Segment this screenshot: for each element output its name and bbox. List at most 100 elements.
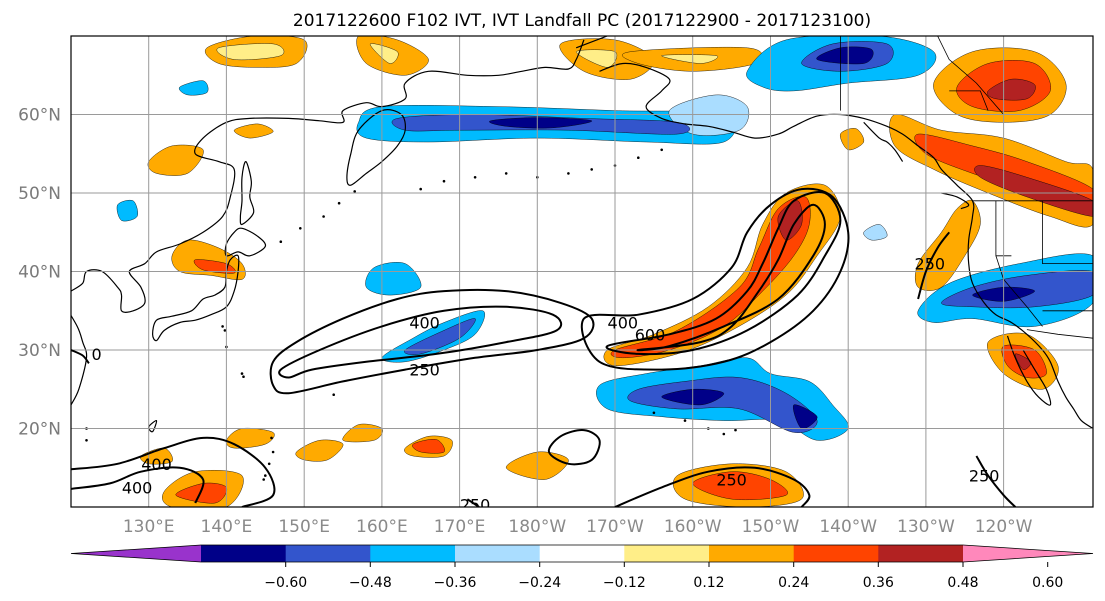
coastline xyxy=(71,39,585,313)
figure-title: 2017122600 F102 IVT, IVT Landfall PC (20… xyxy=(293,11,871,31)
ivt-anomaly-patch xyxy=(863,224,888,241)
ivt-contour-line xyxy=(580,187,850,371)
island xyxy=(223,329,227,332)
coastline xyxy=(941,192,970,210)
colorbar-high-extension xyxy=(963,545,1093,562)
colorbar: −0.60 −0.48 −0.36 −0.24 −0.12 0.12 0.24 0.36 0.4… xyxy=(70,544,1094,591)
island xyxy=(567,172,570,175)
latitude-tick-label: 50°N xyxy=(18,184,61,204)
longitude-tick-labels: 130°E 140°E 150°E 160°E 170°E 180°W 170°W 160°W… xyxy=(123,517,1033,537)
island xyxy=(337,201,341,205)
ivt-anomaly-patch xyxy=(840,128,865,151)
colorbar-tick-label: 0.48 xyxy=(947,575,978,591)
ivt-contour-line xyxy=(71,466,205,504)
contour-label-text: 400 xyxy=(141,455,172,474)
contour-label-text: 400 xyxy=(409,314,440,333)
colorbar-segment xyxy=(793,545,879,562)
ivt-contour-line xyxy=(975,455,1017,507)
ivt-contour-line xyxy=(547,429,601,466)
longitude-tick-label: 170°E xyxy=(434,517,486,537)
contour-label: 250 xyxy=(969,467,1000,486)
ivt-contour-line xyxy=(466,498,480,507)
ivt-contour-line xyxy=(636,203,826,352)
colorbar-tick-label: 0.24 xyxy=(778,575,809,591)
contour-label: 400 xyxy=(141,455,172,474)
ivt-anomaly-patch xyxy=(914,199,981,291)
ivt-anomaly-patch xyxy=(489,117,592,129)
island xyxy=(473,176,477,179)
contour-label: 400 xyxy=(608,314,639,333)
ivt-anomaly-patch xyxy=(987,78,1036,101)
ivt-anomaly-patch xyxy=(216,43,285,61)
latitude-tick-label: 20°N xyxy=(18,420,61,440)
island xyxy=(504,172,508,175)
contour-label-text: 400 xyxy=(608,314,639,333)
ivt-anomaly-patch xyxy=(295,439,344,462)
latitude-tick-label: 40°N xyxy=(18,263,61,283)
island xyxy=(221,325,224,328)
coastline xyxy=(239,160,255,226)
ivt-anomaly-patch xyxy=(627,376,818,433)
political-border xyxy=(949,90,989,111)
ivt-anomaly-patch xyxy=(193,259,236,274)
coastline xyxy=(575,36,608,49)
island xyxy=(264,474,267,477)
contour-label-text: 250 xyxy=(716,471,747,490)
latitude-tick-labels: 60°N 50°N 40°N 30°N 20°N xyxy=(18,106,61,440)
contour-label: 400 xyxy=(122,478,153,497)
political-border xyxy=(1026,329,1093,339)
colorbar-tick-label: −0.48 xyxy=(349,575,392,591)
political-border xyxy=(937,36,1004,115)
colorbar-tick-label: 0.60 xyxy=(1032,575,1063,591)
ivt-anomaly-patch xyxy=(793,404,818,429)
island xyxy=(332,393,336,397)
latitude-tick-label: 30°N xyxy=(18,341,61,361)
island xyxy=(660,148,663,152)
longitude-tick-label: 150°E xyxy=(278,517,330,537)
longitude-tick-label: 130°W xyxy=(897,517,955,537)
colorbar-segment xyxy=(370,545,456,562)
colorbar-segment xyxy=(539,545,625,562)
contour-label: 250 xyxy=(460,496,491,515)
contour-label-text: 250 xyxy=(460,496,491,515)
colorbar-tick-label: 0.36 xyxy=(863,575,894,591)
island xyxy=(419,187,423,191)
longitude-tick-label: 130°E xyxy=(123,517,175,537)
colorbar-outline xyxy=(70,544,1094,563)
ivt-contour-line xyxy=(71,349,90,364)
contour-label-text: 250 xyxy=(409,361,440,380)
island xyxy=(734,428,737,432)
coastline xyxy=(1006,335,1052,406)
longitude-tick-label: 180°W xyxy=(508,517,566,537)
island xyxy=(722,432,726,436)
island xyxy=(442,179,446,183)
coastline-layer xyxy=(71,36,1093,481)
longitude-tick-label: 160°W xyxy=(664,517,722,537)
island xyxy=(242,375,245,379)
colorbar-segment xyxy=(878,545,964,562)
island xyxy=(683,419,687,422)
ivt-anomaly-patch xyxy=(404,318,476,355)
ivt-anomaly-patch xyxy=(668,94,750,136)
ivt-contour-line xyxy=(71,436,276,507)
island xyxy=(279,240,283,243)
island xyxy=(353,190,357,193)
political-border xyxy=(995,255,1043,327)
coastline xyxy=(863,121,904,162)
island xyxy=(299,227,302,230)
island xyxy=(637,156,640,159)
colorbar-segment xyxy=(285,545,371,562)
contour-label-text: 0 xyxy=(92,345,102,364)
island xyxy=(240,372,244,375)
ivt-contour-line xyxy=(917,231,951,300)
contour-label: 250 xyxy=(915,255,946,274)
contour-label: 250 xyxy=(716,471,747,490)
longitude-tick-label: 140°W xyxy=(819,517,877,537)
contour-label-text: 250 xyxy=(915,255,946,274)
ivt-anomaly-patch xyxy=(365,262,422,296)
island xyxy=(322,215,325,218)
longitude-tick-label: 160°E xyxy=(356,517,408,537)
colorbar-tick-label: −0.60 xyxy=(264,575,307,591)
colorbar-segment xyxy=(201,545,287,562)
